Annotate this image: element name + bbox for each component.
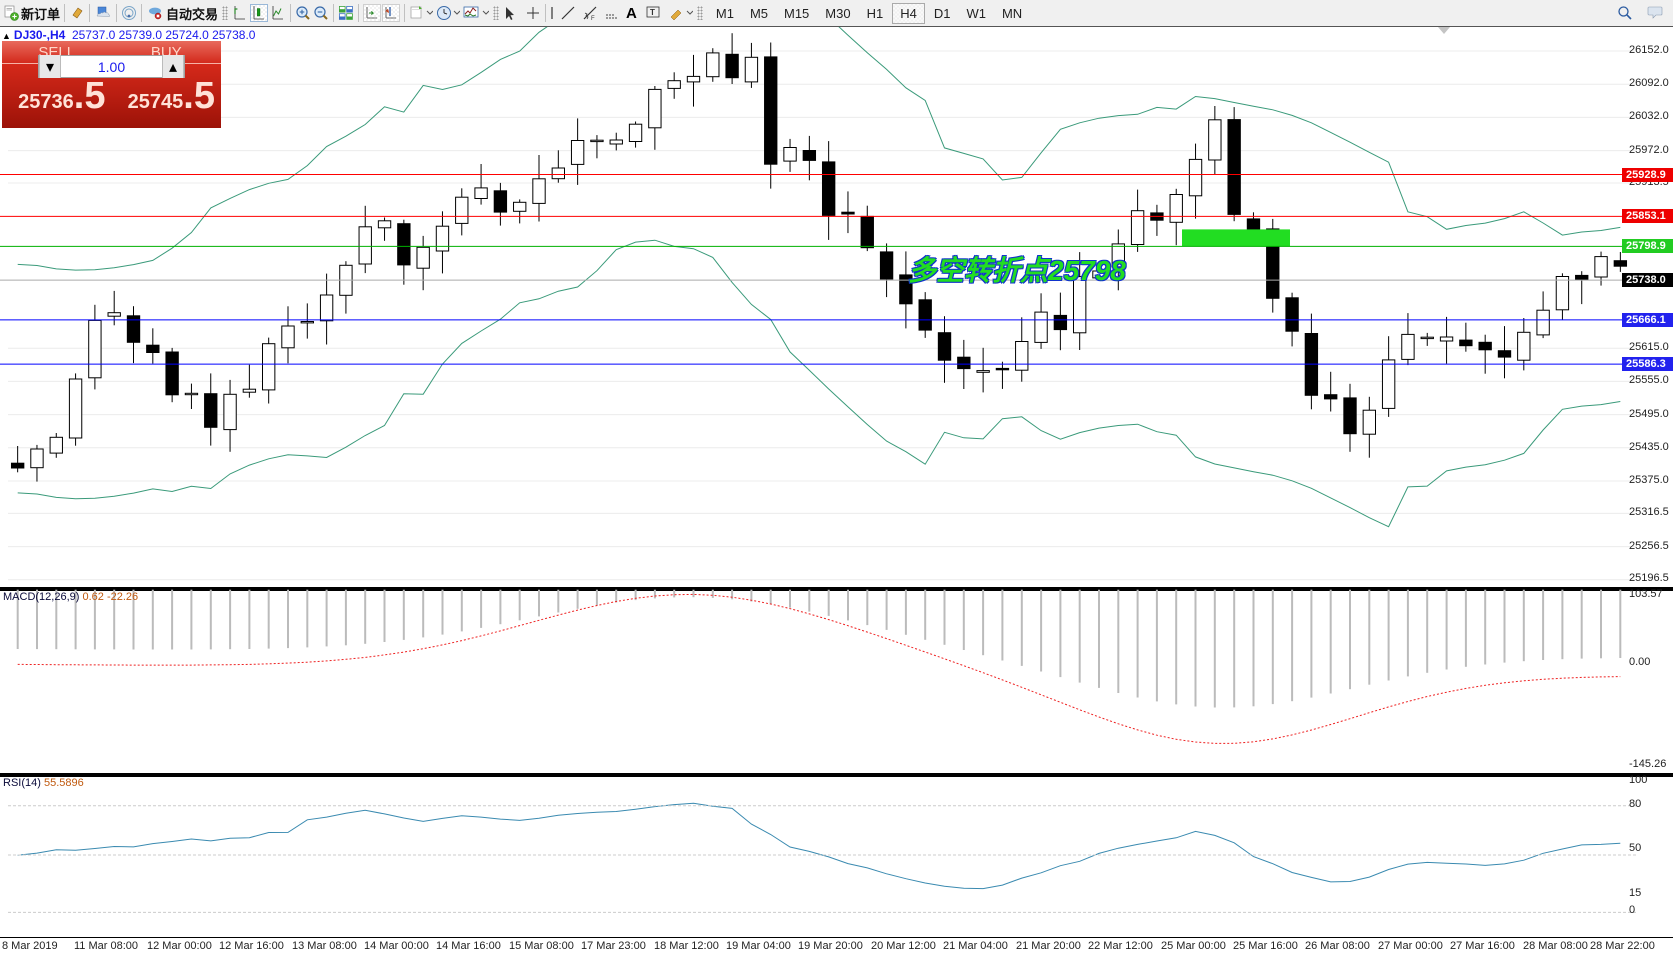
svg-text:T: T — [650, 8, 655, 17]
svg-text:F: F — [591, 16, 595, 21]
